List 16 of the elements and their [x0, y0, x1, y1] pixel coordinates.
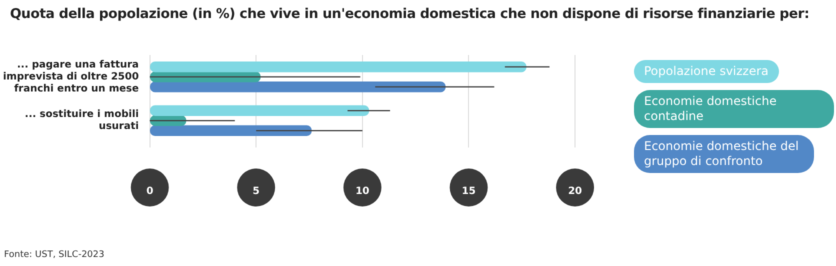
x-tick-label: 5: [252, 186, 260, 198]
text: Economie domestiche contadine: [634, 90, 834, 128]
x-tick-label: 0: [146, 186, 154, 198]
bar: [150, 62, 526, 72]
text: Economie domestiche del gruppo di confronto: [634, 135, 814, 173]
bar: [150, 125, 312, 136]
y-tick-label: ... sostituire i mobili usurati: [24, 109, 139, 132]
bar: [150, 105, 370, 116]
source-note: Fonte: UST, SILC-2023: [4, 250, 104, 260]
bar: [150, 82, 446, 92]
x-tick-label: 15: [462, 186, 476, 198]
x-tick-label: 20: [568, 186, 582, 198]
y-tick-label: ... pagare una fattura imprevista di oltre 2500 franchi entro un mese: [2, 59, 140, 94]
chart-title: Quota della popolazione (in %) che vive in un'economia domestica che non dispone di risorse finanziarie per:: [10, 6, 810, 22]
x-tick-label: 10: [355, 186, 370, 198]
text: Popolazione svizzera: [634, 60, 779, 83]
